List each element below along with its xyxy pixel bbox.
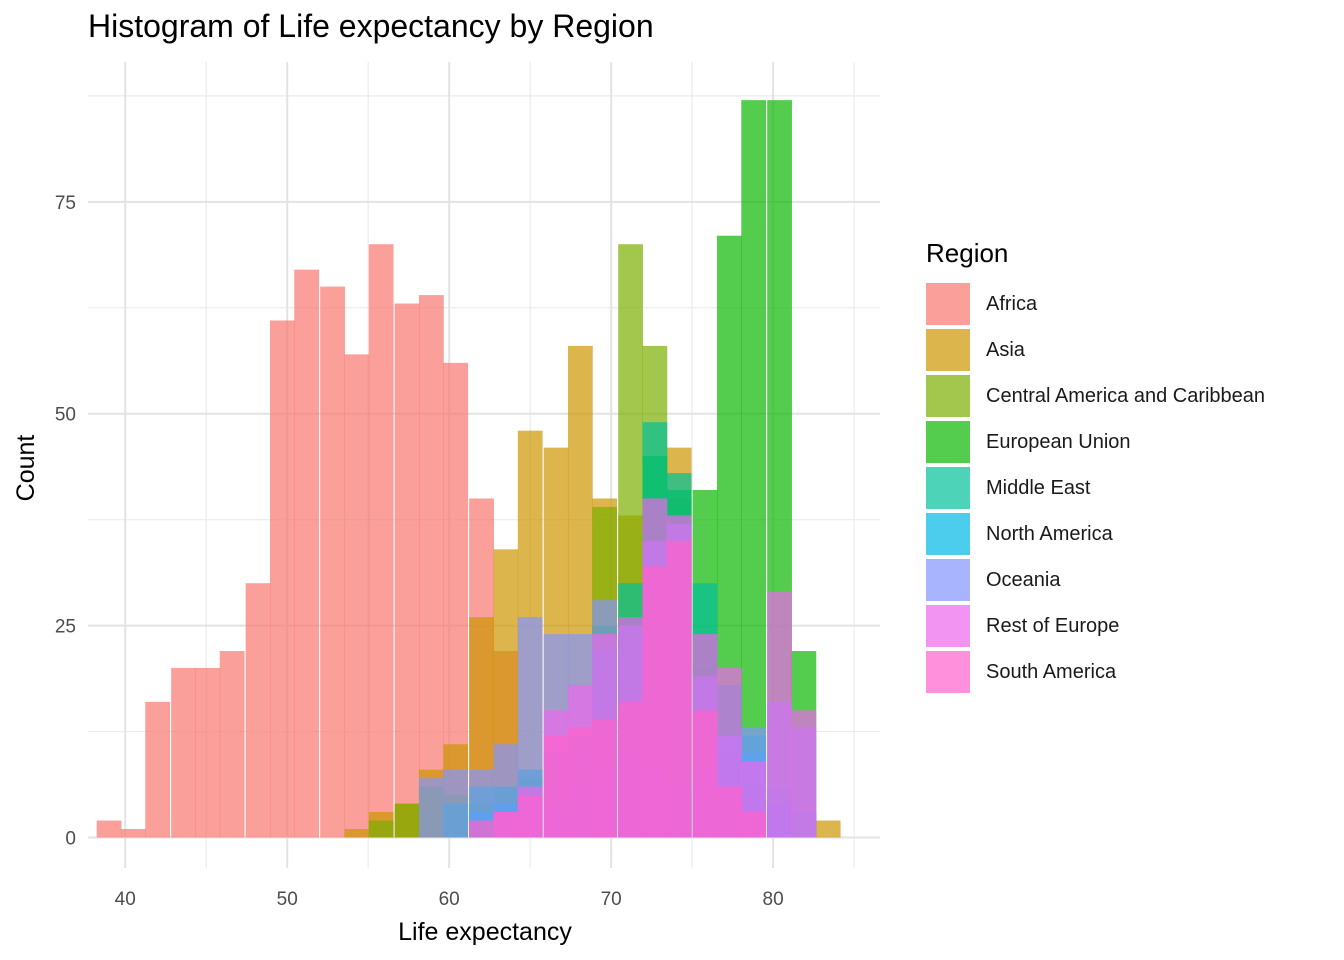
histogram-bar xyxy=(418,778,444,838)
histogram-bar xyxy=(269,320,295,838)
histogram-bar xyxy=(344,354,370,838)
y-tick-label: 0 xyxy=(65,828,76,849)
histogram-bar xyxy=(469,820,494,838)
histogram-bar xyxy=(96,820,122,838)
legend-key-swatch xyxy=(926,375,970,417)
legend-title: Region xyxy=(926,238,1009,268)
y-tick-label: 75 xyxy=(55,193,76,214)
histogram-bar xyxy=(245,583,271,838)
y-axis-ticks: 0 25 50 75 xyxy=(55,193,76,850)
histogram-bar xyxy=(543,735,569,838)
legend-key-swatch xyxy=(926,513,970,555)
bars-layer xyxy=(96,100,841,838)
histogram-bar xyxy=(145,701,171,838)
x-axis-title: Life expectancy xyxy=(398,918,572,946)
legend-key-swatch xyxy=(926,283,970,325)
legend-item: Rest of Europe xyxy=(926,603,1265,649)
histogram-bar xyxy=(592,718,618,838)
legend-item: European Union xyxy=(926,419,1265,465)
x-tick-label: 40 xyxy=(115,889,136,910)
legend-label: Rest of Europe xyxy=(986,614,1120,637)
x-tick-label: 50 xyxy=(277,889,298,910)
histogram-bar xyxy=(418,295,444,838)
legend-key-swatch xyxy=(926,467,970,509)
legend-items: Africa Asia Central America and Caribbean E… xyxy=(926,281,1265,695)
histogram-bar xyxy=(517,795,543,838)
histogram-bar xyxy=(219,651,245,838)
histogram-bar xyxy=(567,727,593,838)
histogram-bar xyxy=(642,566,668,838)
legend-item: South America xyxy=(926,649,1265,695)
legend-label: North America xyxy=(986,522,1113,545)
x-tick-label: 60 xyxy=(439,889,460,910)
x-axis-ticks: 40 50 60 70 80 xyxy=(115,889,784,910)
histogram-bar xyxy=(320,286,345,838)
histogram-bar xyxy=(394,803,420,838)
legend-key-swatch xyxy=(926,329,970,371)
histogram-bar xyxy=(294,269,320,838)
histogram-bar xyxy=(666,540,692,838)
legend-item: Oceania xyxy=(926,557,1265,603)
histogram-bar xyxy=(120,829,146,838)
legend-label: Middle East xyxy=(986,476,1091,499)
legend-label: Africa xyxy=(986,292,1038,315)
histogram-bar xyxy=(767,591,792,838)
x-tick-label: 70 xyxy=(601,889,622,910)
histogram-bar xyxy=(741,100,767,838)
legend-label: Central America and Caribbean xyxy=(986,384,1266,407)
legend: Region Africa Asia Central America and Car… xyxy=(926,238,1265,695)
histogram-bar xyxy=(692,710,718,838)
histogram-bar xyxy=(443,769,469,838)
histogram-bar xyxy=(493,812,519,838)
histogram-bar xyxy=(791,710,817,838)
y-tick-label: 25 xyxy=(55,617,76,638)
legend-item: Asia xyxy=(926,327,1265,373)
histogram-bar xyxy=(171,667,196,838)
legend-item: North America xyxy=(926,511,1265,557)
histogram-bar xyxy=(344,829,370,838)
histogram-bar xyxy=(368,244,394,838)
legend-label: Asia xyxy=(986,338,1025,361)
chart-title: Histogram of Life expectancy by Region xyxy=(88,8,654,44)
histogram-bar xyxy=(618,701,643,838)
legend-label: Oceania xyxy=(986,568,1061,591)
legend-label: South America xyxy=(986,660,1117,683)
histogram-bar xyxy=(716,786,742,838)
legend-label: European Union xyxy=(986,430,1131,453)
legend-item: Central America and Caribbean xyxy=(926,373,1265,419)
y-axis-title: Count xyxy=(12,435,40,502)
x-tick-label: 80 xyxy=(763,889,784,910)
legend-key-swatch xyxy=(926,421,970,463)
histogram-bar xyxy=(394,303,420,838)
legend-key-swatch xyxy=(926,605,970,647)
legend-item: Africa xyxy=(926,281,1265,327)
legend-key-swatch xyxy=(926,559,970,601)
legend-key-swatch xyxy=(926,651,970,693)
histogram-bar xyxy=(815,820,841,838)
legend-item: Middle East xyxy=(926,465,1265,511)
histogram-bar xyxy=(195,667,221,838)
histogram-bar xyxy=(741,812,767,838)
y-tick-label: 50 xyxy=(55,405,76,426)
histogram-bar xyxy=(368,820,394,838)
